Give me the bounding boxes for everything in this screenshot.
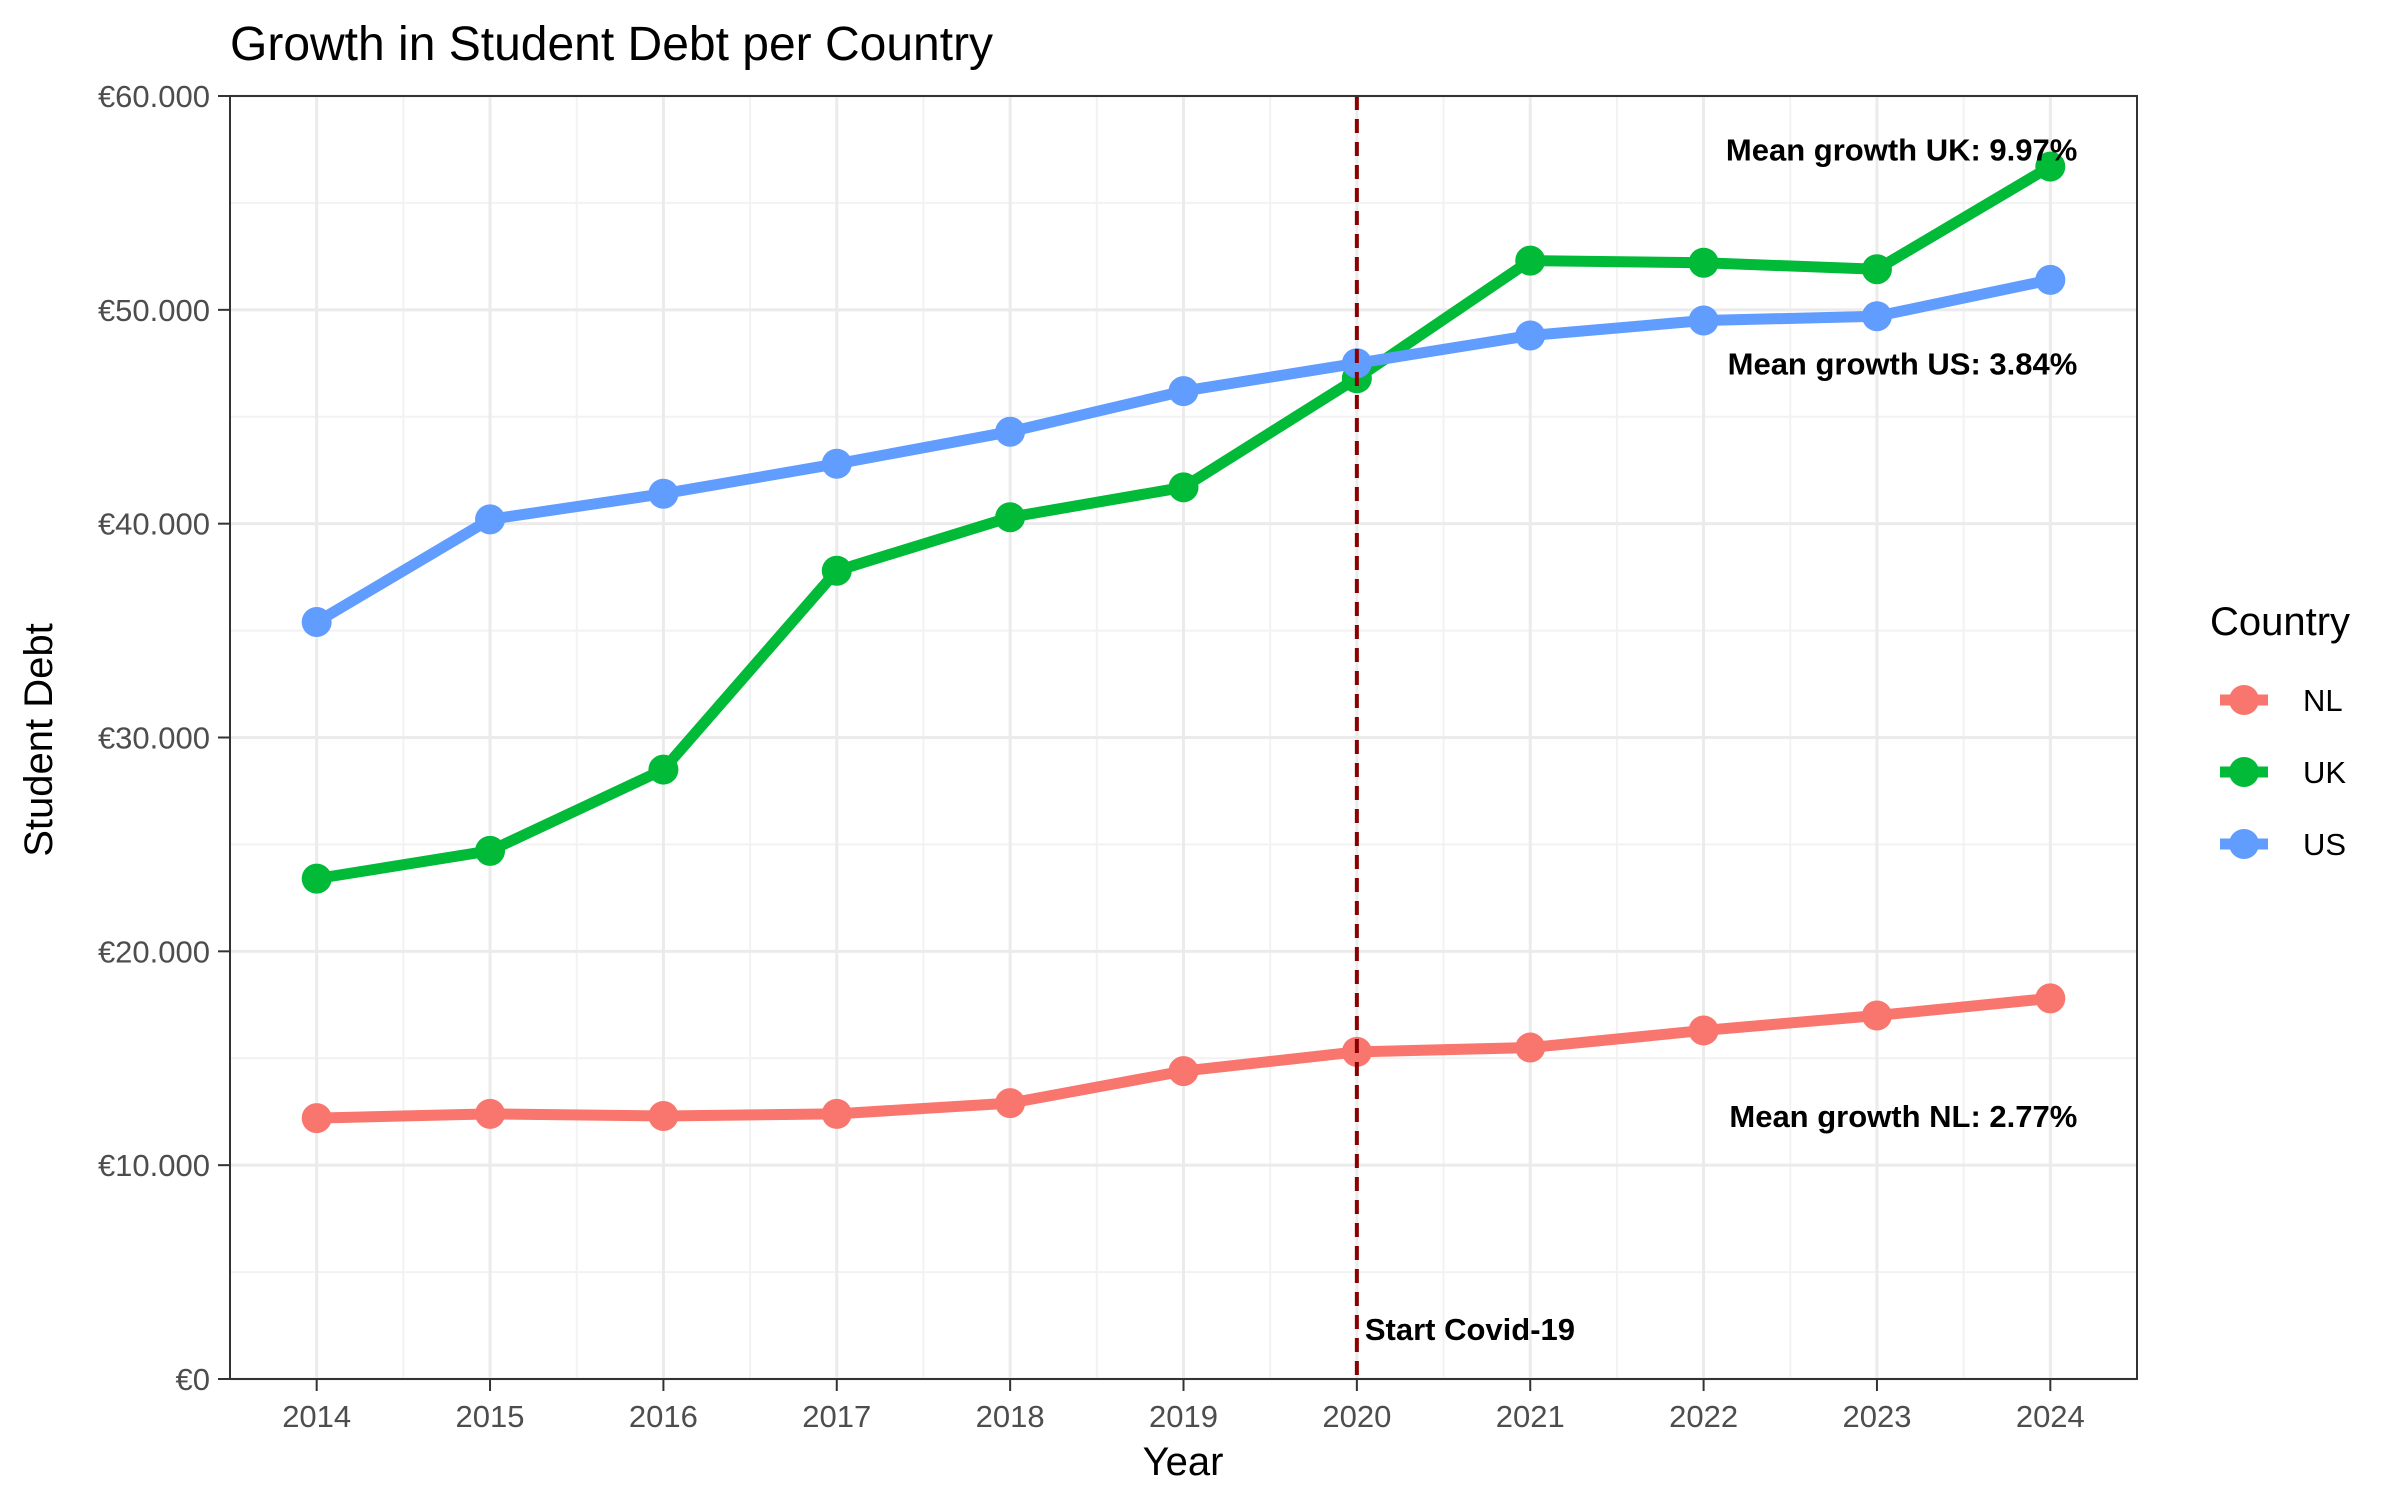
y-tick-label: €0	[176, 1362, 210, 1397]
data-point-nl	[2035, 983, 2066, 1014]
data-point-uk	[301, 863, 332, 894]
data-point-us	[821, 448, 852, 479]
data-point-nl	[821, 1098, 852, 1129]
data-point-nl	[1515, 1032, 1546, 1063]
x-tick-label: 2016	[629, 1399, 698, 1434]
x-tick-label: 2022	[1669, 1399, 1738, 1434]
data-point-nl	[475, 1098, 506, 1129]
covid-reference-label: Start Covid-19	[1365, 1312, 1575, 1347]
legend-key-point-uk	[2229, 757, 2259, 787]
data-point-uk	[821, 555, 852, 586]
data-point-us	[1515, 320, 1546, 351]
data-point-us	[1861, 301, 1892, 332]
data-point-uk	[995, 502, 1026, 533]
x-tick-label: 2020	[1322, 1399, 1391, 1434]
y-tick-label: €30.000	[98, 721, 210, 756]
data-point-us	[1168, 376, 1199, 407]
x-tick-label: 2021	[1496, 1399, 1565, 1434]
x-axis: 2014 2015 2016 2017 2018 2019 2020 2021 2022 2023…	[282, 1379, 2085, 1434]
legend-label-nl: NL	[2303, 683, 2343, 718]
data-point-us	[1688, 305, 1719, 336]
y-tick-label: €20.000	[98, 934, 210, 969]
y-tick-label: €10.000	[98, 1148, 210, 1183]
legend-key-point-us	[2229, 829, 2259, 859]
x-axis-label: Year	[1143, 1440, 1224, 1484]
legend-title: Country	[2210, 600, 2350, 644]
legend-label-us: US	[2303, 827, 2346, 862]
x-tick-label: 2018	[976, 1399, 1045, 1434]
data-point-uk	[1861, 254, 1892, 285]
data-point-nl	[995, 1088, 1026, 1119]
data-point-uk	[1515, 245, 1546, 276]
data-point-us	[995, 416, 1026, 447]
data-point-nl	[1688, 1015, 1719, 1046]
data-point-nl	[1861, 1000, 1892, 1031]
legend-items: NL UK US	[2220, 683, 2346, 862]
mean-growth-annotation: Mean growth NL: 2.77%	[1729, 1099, 2077, 1134]
x-tick-label: 2017	[802, 1399, 871, 1434]
y-tick-label: €60.000	[98, 79, 210, 114]
x-tick-label: 2024	[2016, 1399, 2085, 1434]
data-point-uk	[1688, 247, 1719, 278]
y-axis: €0 €10.000 €20.000 €30.000 €40.000 €50.000 €60…	[98, 79, 230, 1397]
x-tick-label: 2014	[282, 1399, 351, 1434]
mean-growth-annotation: Mean growth US: 3.84%	[1728, 346, 2078, 381]
data-point-nl	[301, 1103, 332, 1134]
reference-line-group: Start Covid-19	[1354, 96, 1575, 1379]
x-tick-label: 2019	[1149, 1399, 1218, 1434]
mean-growth-annotation: Mean growth UK: 9.97%	[1726, 132, 2077, 167]
legend-key-point-nl	[2229, 685, 2259, 715]
y-tick-label: €50.000	[98, 293, 210, 328]
annotations: Mean growth UK: 9.97% Mean growth US: 3.8…	[1726, 132, 2077, 1134]
data-point-uk	[1168, 472, 1199, 503]
data-point-us	[475, 504, 506, 535]
y-axis-label: Student Debt	[17, 623, 61, 857]
data-point-us	[301, 607, 332, 638]
data-point-uk	[475, 835, 506, 866]
data-point-uk	[648, 754, 679, 785]
data-point-us	[648, 478, 679, 509]
data-point-us	[1341, 348, 1372, 379]
data-point-nl	[648, 1100, 679, 1131]
y-tick-label: €40.000	[98, 507, 210, 542]
x-tick-label: 2023	[1842, 1399, 1911, 1434]
data-point-nl	[1168, 1056, 1199, 1087]
legend-label-uk: UK	[2303, 755, 2346, 790]
legend: Country NL UK US	[2210, 600, 2350, 862]
x-tick-label: 2015	[456, 1399, 525, 1434]
data-point-uk	[2035, 151, 2066, 182]
chart-title: Growth in Student Debt per Country	[230, 18, 993, 71]
data-point-us	[2035, 264, 2066, 295]
series-points	[301, 151, 2066, 1134]
